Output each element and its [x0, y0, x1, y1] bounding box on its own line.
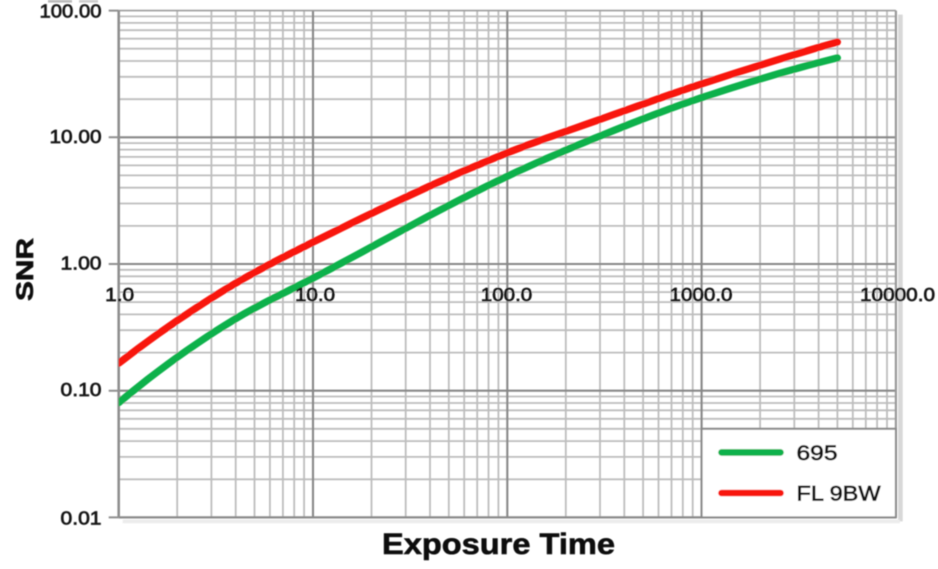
svg-text:695: 695 [797, 442, 838, 465]
svg-text:1000.0: 1000.0 [670, 284, 733, 305]
svg-text:SNR: SNR [12, 238, 39, 301]
svg-text:Exposure Time: Exposure Time [382, 528, 615, 561]
svg-text:FL 9BW: FL 9BW [797, 483, 881, 506]
svg-text:0.01: 0.01 [61, 507, 102, 528]
svg-text:0.10: 0.10 [61, 379, 102, 400]
svg-text:100.0: 100.0 [481, 284, 533, 305]
svg-text:1.0: 1.0 [105, 284, 134, 305]
svg-text:10000.0: 10000.0 [860, 284, 935, 305]
svg-text:1.00: 1.00 [61, 252, 102, 273]
svg-text:10.00: 10.00 [50, 126, 102, 147]
svg-text:10.0: 10.0 [295, 284, 335, 305]
svg-text:100.00: 100.00 [40, 1, 102, 22]
